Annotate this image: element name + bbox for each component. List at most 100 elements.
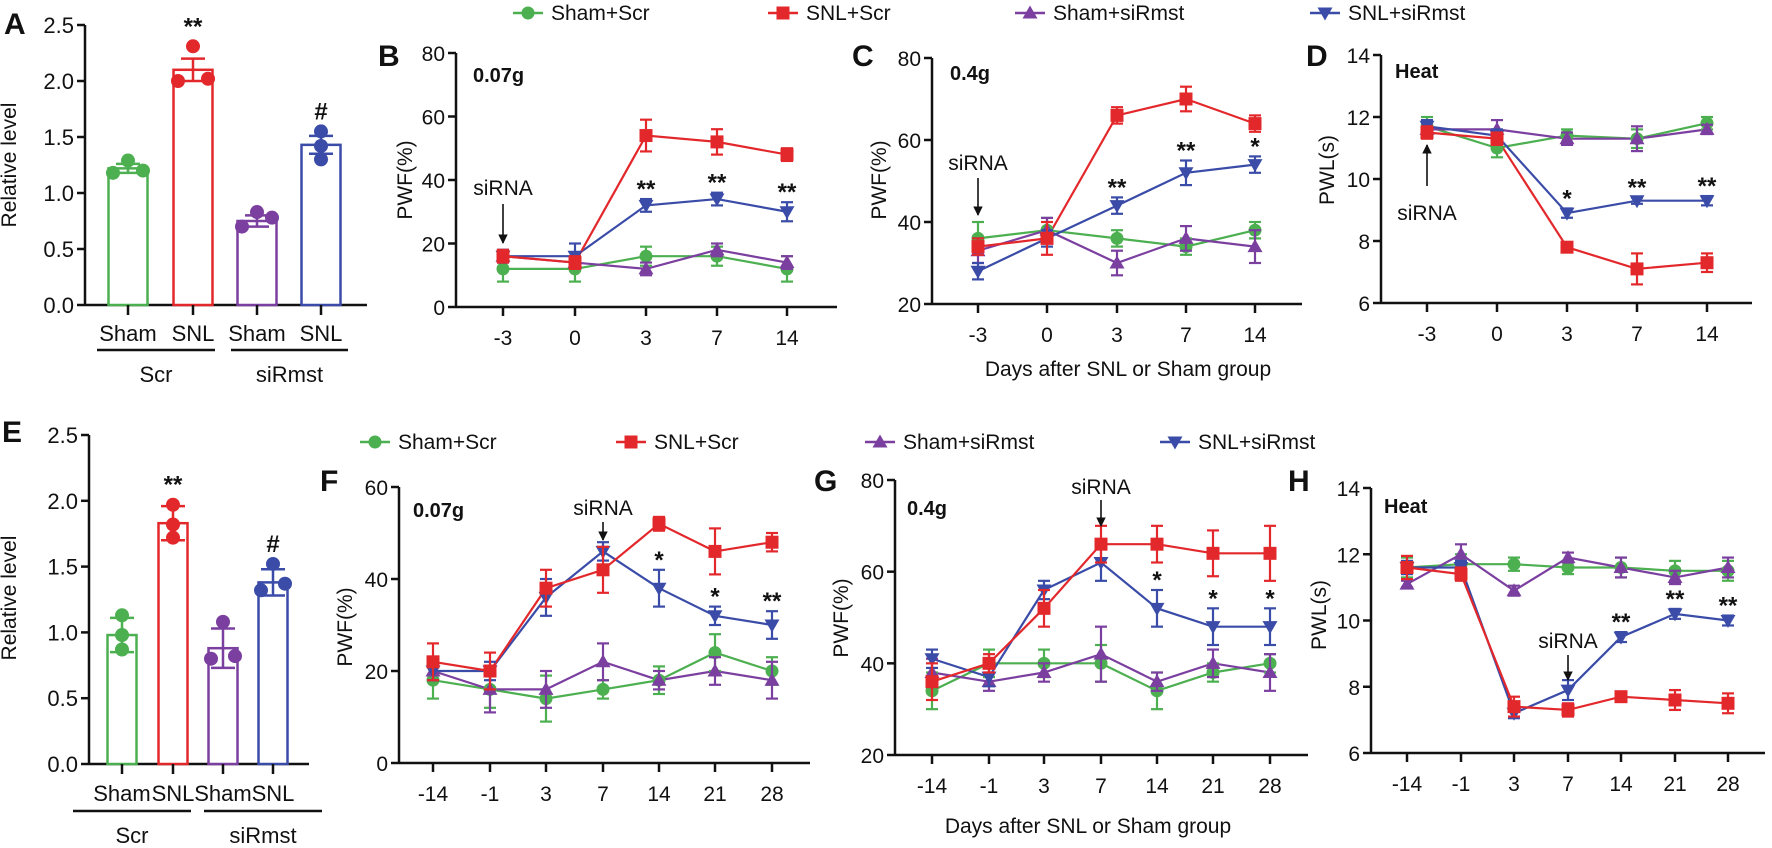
legend-marker-triangle-down bbox=[1167, 436, 1183, 450]
panel-subtitle: Heat bbox=[1395, 61, 1439, 83]
data-point-triangle-up bbox=[1247, 239, 1263, 253]
data-point bbox=[204, 651, 218, 666]
legend-item: Sham+siRmst bbox=[865, 431, 1034, 454]
data-point-triangle-up bbox=[1178, 230, 1194, 244]
y-tick-label: 14 bbox=[1347, 45, 1371, 68]
legend-item: Sham+Scr bbox=[513, 2, 650, 25]
data-point bbox=[266, 556, 280, 571]
data-point-triangle-up bbox=[707, 663, 723, 677]
significance-marker: # bbox=[266, 531, 279, 558]
data-point-square bbox=[1420, 126, 1434, 139]
data-point-triangle-up bbox=[1613, 560, 1629, 573]
y-tick-label: 1.0 bbox=[47, 620, 78, 645]
data-point-square bbox=[1248, 117, 1262, 131]
data-point-square bbox=[982, 656, 996, 670]
data-point-square bbox=[1614, 690, 1628, 704]
x-axis-label: Days after SNL or Sham group bbox=[945, 815, 1231, 838]
sirna-annotation: siRNA bbox=[948, 152, 1008, 175]
significance-marker: * bbox=[1152, 567, 1162, 594]
y-axis-label: PWF(%) bbox=[334, 587, 357, 666]
data-point-triangle-up bbox=[1149, 674, 1165, 688]
data-point-triangle-down bbox=[1613, 631, 1629, 645]
x-tick-label: 3 bbox=[540, 783, 552, 806]
panel-subtitle: 0.07g bbox=[473, 65, 524, 87]
x-tick-label: 7 bbox=[1631, 323, 1643, 346]
x-tick-label: 28 bbox=[1716, 773, 1739, 796]
data-point bbox=[216, 614, 230, 629]
panel-letter: D bbox=[1306, 40, 1328, 73]
x-axis-label: Days after SNL or Sham group bbox=[985, 358, 1271, 381]
panel-b-line-chart: 0 20 40 60 80 B PWF(%) -3 0 3 7 14 0.07g ** ** ** siRNA bbox=[378, 40, 837, 350]
legend-label: SNL+Scr bbox=[654, 431, 739, 454]
data-point-square bbox=[1037, 601, 1051, 615]
data-point-triangle-down bbox=[981, 671, 997, 685]
legend-marker-triangle-up bbox=[872, 434, 888, 448]
data-point bbox=[171, 74, 185, 88]
x-tick-label: -1 bbox=[980, 775, 999, 798]
panel-letter: F bbox=[320, 465, 338, 498]
significance-marker: ** bbox=[778, 179, 797, 206]
legend-item: SNL+siRmst bbox=[1310, 2, 1465, 25]
data-point-triangle-up bbox=[1629, 131, 1645, 145]
panel-letter: C bbox=[852, 40, 874, 73]
data-point-triangle-up bbox=[595, 654, 611, 668]
significance-marker: * bbox=[1208, 585, 1218, 612]
legend-marker-square bbox=[624, 435, 638, 449]
legend-marker-circle bbox=[368, 435, 382, 449]
y-axis-label: PWL(s) bbox=[1308, 580, 1331, 650]
data-point-triangle-down bbox=[779, 206, 795, 220]
data-point-square bbox=[426, 655, 440, 669]
data-point-square bbox=[1206, 546, 1220, 560]
y-tick-label: 60 bbox=[898, 130, 921, 153]
x-tick-label: 21 bbox=[1201, 775, 1224, 798]
y-axis-label: Relative level bbox=[0, 103, 21, 228]
data-point-square bbox=[1630, 262, 1644, 276]
y-tick-label: 40 bbox=[898, 212, 921, 235]
legend-item: SNL+siRmst bbox=[1160, 431, 1315, 454]
panel-subtitle: 0.07g bbox=[413, 500, 464, 522]
data-point-triangle-up bbox=[1093, 646, 1109, 660]
x-tick-label: SNL bbox=[152, 781, 195, 806]
data-point bbox=[121, 153, 135, 168]
data-point-square bbox=[1668, 693, 1682, 707]
data-point-square bbox=[1094, 537, 1108, 551]
data-point-square bbox=[710, 135, 724, 149]
bar bbox=[300, 143, 342, 307]
data-point-square bbox=[539, 581, 553, 595]
y-tick-label: 80 bbox=[898, 48, 921, 71]
significance-marker: ** bbox=[1612, 609, 1631, 636]
y-tick-label: 0.5 bbox=[43, 237, 74, 262]
panel-subtitle: 0.4g bbox=[907, 498, 947, 520]
data-point-square bbox=[1179, 92, 1193, 106]
x-tick-label: 0 bbox=[569, 327, 581, 350]
x-tick-label: 7 bbox=[597, 783, 609, 806]
significance-marker: ** bbox=[637, 176, 656, 203]
legend-item: Sham+Scr bbox=[360, 431, 497, 454]
data-point-square bbox=[1560, 240, 1574, 254]
data-point bbox=[136, 163, 150, 178]
data-point-triangle-down bbox=[1178, 167, 1194, 181]
legend-marker-triangle-down bbox=[1317, 7, 1333, 21]
data-point-square bbox=[483, 664, 497, 678]
significance-marker: * bbox=[1250, 133, 1260, 160]
data-point-square bbox=[568, 256, 582, 270]
y-axis-label: PWF(%) bbox=[868, 140, 891, 219]
x-tick-label: SNL bbox=[300, 321, 343, 346]
significance-marker: ** bbox=[184, 13, 203, 40]
data-point-triangle-up bbox=[1699, 121, 1715, 135]
legend-top: Sham+Scr SNL+Scr Sham+siRmst SNL+siRmst bbox=[513, 2, 1465, 25]
bar bbox=[157, 521, 189, 766]
legend-label: SNL+siRmst bbox=[1348, 2, 1465, 25]
y-tick-label: 1.5 bbox=[47, 555, 78, 580]
significance-marker: * bbox=[1265, 585, 1275, 612]
x-tick-label: 3 bbox=[1038, 775, 1050, 798]
x-tick-label: Sham bbox=[93, 781, 150, 806]
legend-bottom: Sham+Scr SNL+Scr Sham+siRmst SNL+siRmst bbox=[360, 431, 1315, 454]
data-point-triangle-down bbox=[1560, 684, 1576, 698]
x-tick-label: 28 bbox=[1258, 775, 1281, 798]
y-axis-label: PWF(%) bbox=[394, 140, 417, 219]
data-point-square bbox=[1721, 696, 1735, 710]
data-point bbox=[228, 649, 242, 664]
group-label: siRmst bbox=[256, 362, 323, 387]
